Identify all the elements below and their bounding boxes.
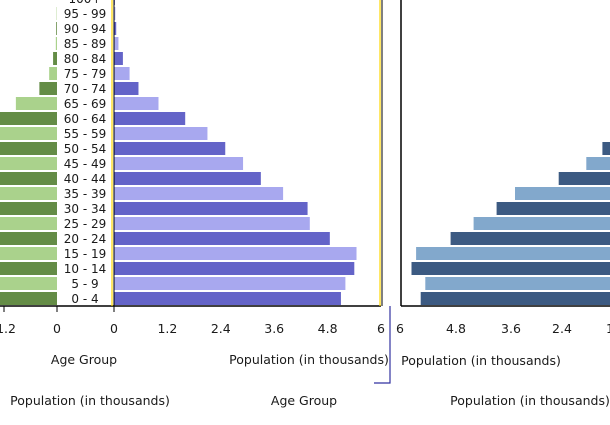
middle-bar-55-59 <box>114 127 208 140</box>
middle-bar-40-44 <box>114 172 261 185</box>
age-label: 0 - 4 <box>71 292 98 306</box>
left-bar-10-14 <box>0 262 57 275</box>
middle-bar-35-39 <box>114 187 284 200</box>
right-bar-0-4 <box>420 292 610 305</box>
middle-bar-95-99 <box>114 7 116 20</box>
right-x-axis-title: Population (in thousands) <box>401 353 561 368</box>
middle-bar-10-14 <box>114 262 355 275</box>
left-bar-70-74 <box>39 82 57 95</box>
middle-bar-15-19 <box>114 247 357 260</box>
left-bar-90-94 <box>56 22 57 35</box>
age-label: 55 - 59 <box>64 127 107 141</box>
middle-x-axis-title: Population (in thousands) <box>229 352 389 367</box>
right-bar-35-39 <box>515 187 610 200</box>
right-x-tick: 4.8 <box>446 321 466 336</box>
right-x-tick: 2.4 <box>552 321 572 336</box>
age-label: 90 - 94 <box>64 22 107 36</box>
axes <box>0 0 610 384</box>
middle-bar-75-79 <box>114 67 130 80</box>
middle-x-tick: 0 <box>110 321 118 336</box>
age-label: 10 - 14 <box>64 262 107 276</box>
right-x-tick: 3.6 <box>501 321 521 336</box>
left-bar-55-59 <box>0 127 57 140</box>
left-bar-15-19 <box>0 247 58 260</box>
left-x-tick: 0 <box>53 321 61 336</box>
right-bar-20-24 <box>450 232 610 245</box>
right-x-tick: 1 <box>606 321 610 336</box>
middle-bar-5-9 <box>114 277 346 290</box>
age-label: 5 - 9 <box>71 277 98 291</box>
left-panel-bars <box>0 7 58 305</box>
middle-x-tick: 4.8 <box>318 321 338 336</box>
middle-panel-bars <box>114 0 357 305</box>
left-bar-45-49 <box>0 157 57 170</box>
right-x-axis-title-lower: Population (in thousands) <box>450 393 610 408</box>
middle-bar-60-64 <box>114 112 186 125</box>
right-bar-25-29 <box>473 217 610 230</box>
middle-bar-20-24 <box>114 232 330 245</box>
left-bar-65-69 <box>15 97 57 110</box>
middle-bar-65-69 <box>114 97 159 110</box>
middle-x-tick: 1.2 <box>157 321 177 336</box>
left-bar-85-89 <box>55 37 57 50</box>
panel-connector-line <box>374 306 391 384</box>
middle-x-tick: 3.6 <box>264 321 284 336</box>
age-label: 25 - 29 <box>64 217 107 231</box>
left-bar-60-64 <box>0 112 57 125</box>
middle-bar-80-84 <box>114 52 123 65</box>
age-label: 45 - 49 <box>64 157 107 171</box>
right-panel-bars <box>411 142 610 305</box>
age-label: 40 - 44 <box>64 172 107 186</box>
age-label: 15 - 19 <box>64 247 107 261</box>
middle-bar-0-4 <box>114 292 341 305</box>
left-bar-35-39 <box>0 187 57 200</box>
middle-x-tick: 6 <box>377 321 385 336</box>
right-bar-15-19 <box>416 247 610 260</box>
age-label: 20 - 24 <box>64 232 107 246</box>
left-bar-50-54 <box>0 142 58 155</box>
right-bar-30-34 <box>496 202 610 215</box>
middle-y-axis-title: Age Group <box>51 352 117 367</box>
middle-bar-70-74 <box>114 82 139 95</box>
right-bar-40-44 <box>558 172 610 185</box>
age-label: 95 - 99 <box>64 7 107 21</box>
age-label: 30 - 34 <box>64 202 107 216</box>
tick-labels: 1.2 0 0 1.2 2.4 3.6 4.8 66 4.8 3.6 2.4 1 <box>0 321 610 336</box>
left-bar-0-4 <box>0 292 58 305</box>
right-bar-45-49 <box>586 157 610 170</box>
middle-bar-85-89 <box>114 37 119 50</box>
left-bar-25-29 <box>0 217 58 230</box>
left-bar-40-44 <box>0 172 57 185</box>
right-bar-10-14 <box>411 262 610 275</box>
left-y-axis-title: Age Group <box>271 393 337 408</box>
middle-bar-90-94 <box>114 22 117 35</box>
age-label: 65 - 69 <box>64 97 107 111</box>
age-label: 85 - 89 <box>64 37 107 51</box>
middle-bar-45-49 <box>114 157 244 170</box>
age-label: 80 - 84 <box>64 52 107 66</box>
left-x-tick: 1.2 <box>0 321 16 336</box>
middle-bar-30-34 <box>114 202 308 215</box>
age-label: 35 - 39 <box>64 187 107 201</box>
middle-x-tick: 2.4 <box>211 321 231 336</box>
right-bar-5-9 <box>425 277 610 290</box>
right-x-tick: 6 <box>396 321 404 336</box>
age-label: 100+ <box>69 0 102 6</box>
left-bar-30-34 <box>0 202 57 215</box>
age-label: 60 - 64 <box>64 112 107 126</box>
age-label: 50 - 54 <box>64 142 107 156</box>
left-bar-20-24 <box>0 232 57 245</box>
middle-bar-50-54 <box>114 142 226 155</box>
left-bar-5-9 <box>0 277 57 290</box>
left-x-axis-title: Population (in thousands) <box>10 393 170 408</box>
right-bar-50-54 <box>602 142 610 155</box>
age-label: 75 - 79 <box>64 67 107 81</box>
left-bar-75-79 <box>49 67 57 80</box>
age-label: 70 - 74 <box>64 82 107 96</box>
left-bar-80-84 <box>53 52 57 65</box>
middle-bar-25-29 <box>114 217 310 230</box>
